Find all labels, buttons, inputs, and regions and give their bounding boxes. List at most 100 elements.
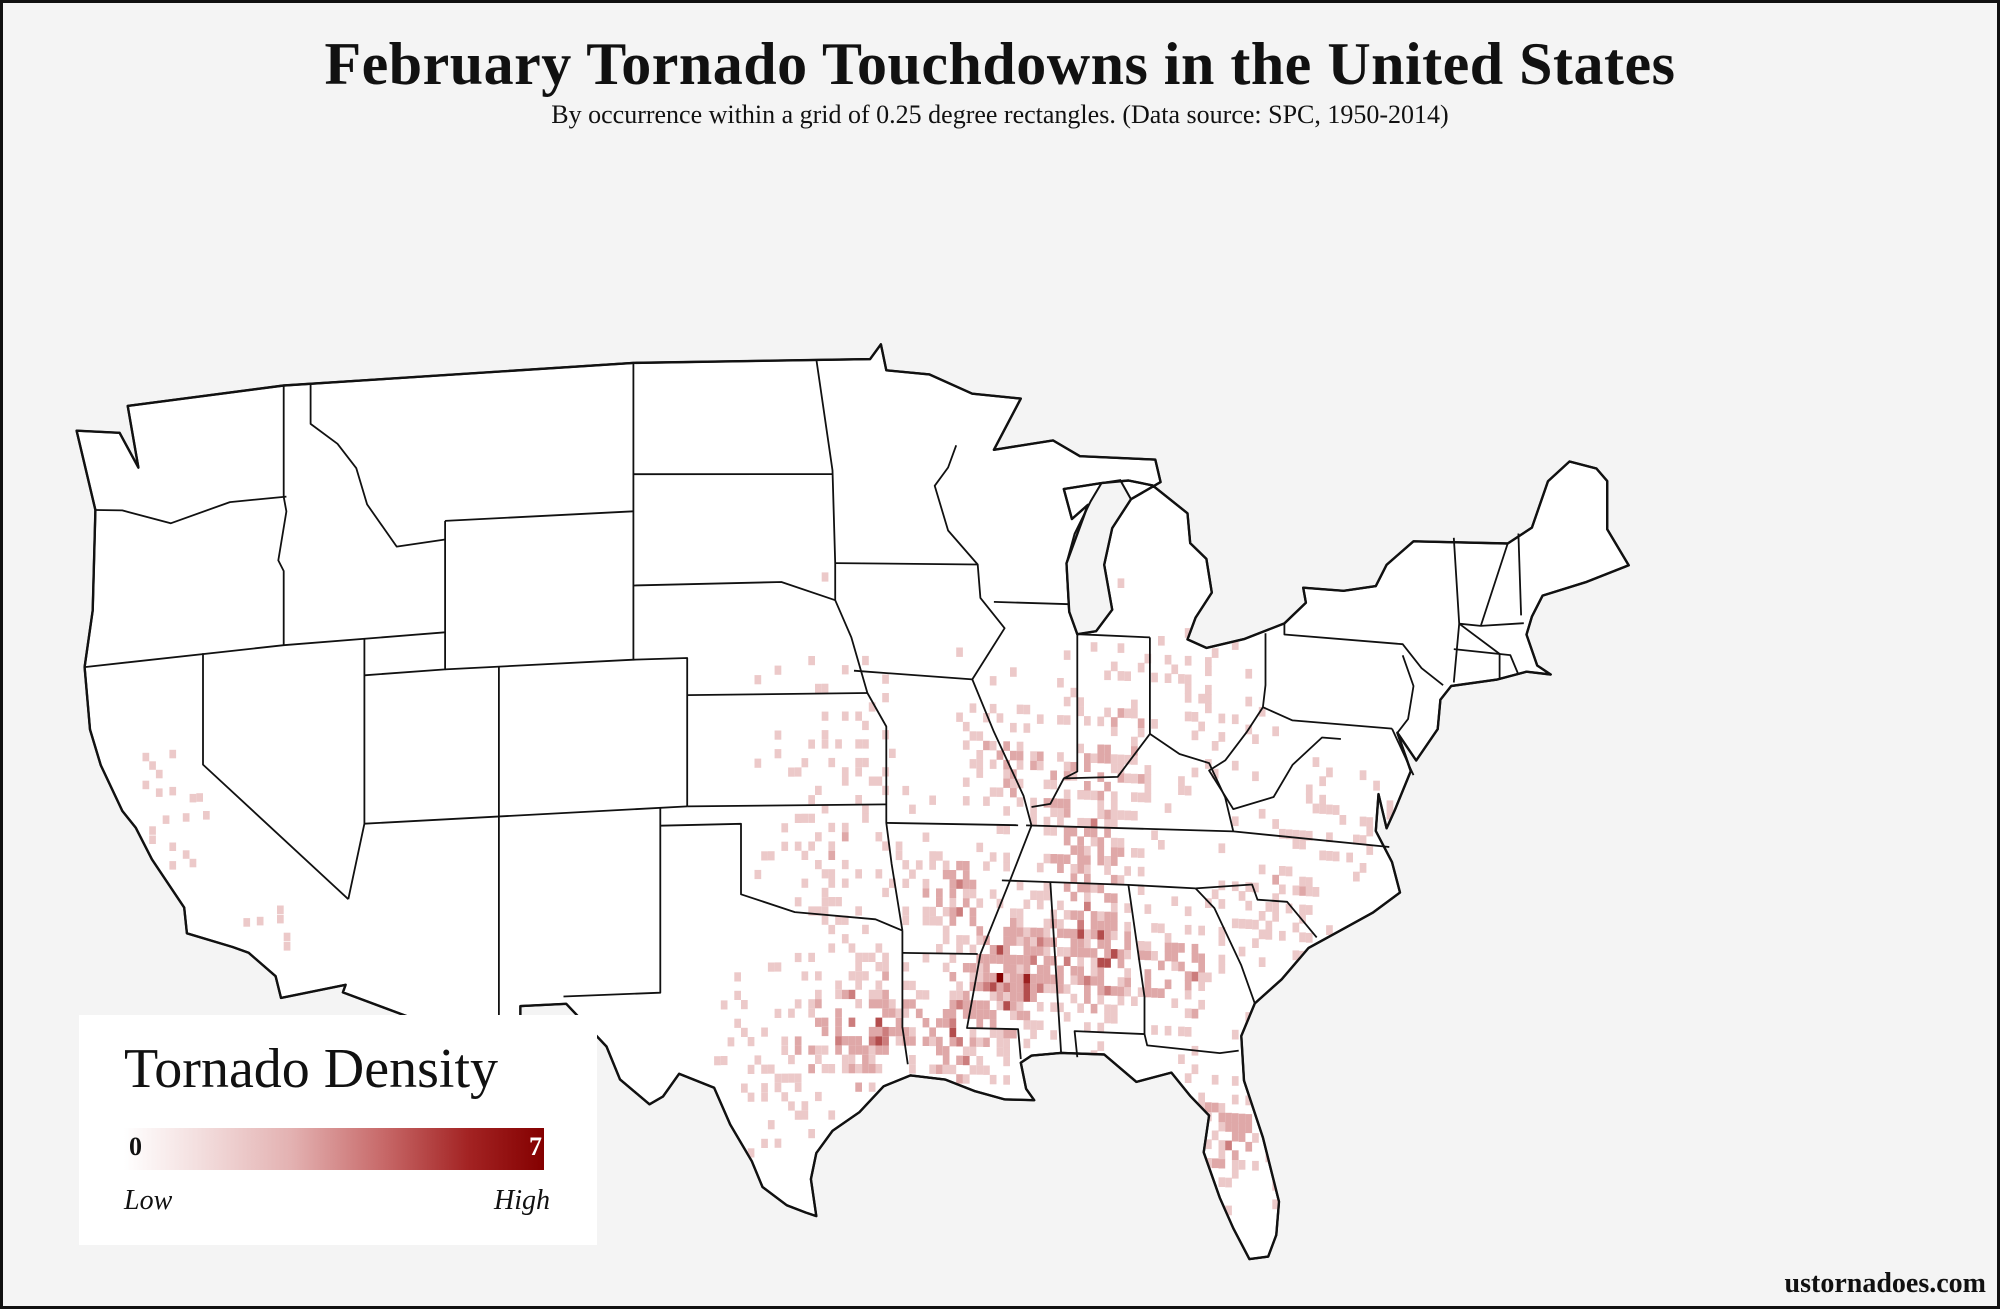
density-cell [1016, 955, 1024, 965]
density-cell [1245, 1123, 1253, 1134]
density-cell [1178, 1054, 1185, 1064]
density-cell [962, 1074, 970, 1084]
density-cell [1010, 908, 1017, 918]
density-cell [983, 713, 990, 723]
density-cell [1245, 1095, 1253, 1106]
density-cell [855, 906, 862, 916]
density-cell [835, 1026, 842, 1037]
density-cell [902, 962, 910, 972]
density-cell [1305, 793, 1313, 804]
density-cell [969, 1009, 977, 1019]
density-cell [1252, 882, 1259, 893]
density-cell [1124, 968, 1131, 978]
density-cell [162, 815, 170, 824]
density-cell [1084, 864, 1091, 874]
density-cell [1184, 674, 1192, 685]
density-cell [1198, 981, 1205, 991]
density-cell [902, 1036, 910, 1046]
density-cell [1137, 987, 1145, 997]
density-cell [1077, 919, 1084, 930]
density-cell [1084, 929, 1091, 939]
density-cell [922, 990, 930, 1000]
density-cell [1225, 1112, 1232, 1123]
density-cell [889, 878, 896, 888]
density-cell [1003, 852, 1010, 863]
density-cell [1124, 940, 1131, 950]
density-cell [1030, 973, 1037, 984]
density-cell [1245, 919, 1253, 929]
density-cell [788, 1101, 795, 1111]
state-border-line [660, 822, 903, 932]
density-cell [875, 1036, 883, 1046]
density-cell [1332, 851, 1340, 862]
density-cell [1104, 985, 1111, 996]
density-cell [1124, 773, 1131, 784]
density-cell [1104, 754, 1111, 764]
density-cell [1245, 900, 1253, 911]
density-cell [868, 702, 876, 712]
density-cell [1010, 973, 1017, 983]
density-cell [996, 991, 1004, 1001]
density-cell [862, 952, 869, 962]
density-cell [956, 1000, 963, 1010]
density-cell [862, 655, 869, 666]
density-cell [1003, 963, 1010, 974]
density-cell [1097, 976, 1105, 986]
density-cell [895, 1017, 903, 1028]
density-cell [915, 860, 923, 870]
density-cell [862, 1064, 869, 1074]
density-cell [956, 1055, 963, 1065]
density-cell [1003, 806, 1010, 816]
density-cell [1097, 883, 1105, 894]
density-cell [1023, 983, 1031, 993]
density-cell [1285, 903, 1293, 914]
density-cell [1245, 882, 1253, 892]
density-cell [1231, 1113, 1239, 1123]
density-cell [1184, 980, 1192, 991]
density-cell [848, 971, 856, 981]
density-cell [1117, 958, 1125, 969]
density-cell [841, 878, 849, 888]
density-cell [1198, 1092, 1205, 1103]
state-border-line [835, 562, 978, 566]
density-cell [1084, 901, 1091, 912]
density-cell [1003, 954, 1010, 965]
density-cell [1104, 930, 1111, 940]
density-cell [808, 1064, 815, 1074]
density-cell [848, 1045, 856, 1055]
density-cell [915, 1008, 923, 1019]
density-cell [1043, 955, 1051, 966]
density-cell [1016, 908, 1024, 919]
density-cell [1016, 927, 1024, 937]
density-cell [1063, 650, 1071, 660]
density-cell [1231, 1122, 1239, 1133]
density-cell [868, 1054, 876, 1064]
density-cell [929, 906, 936, 917]
density-cell [815, 785, 822, 795]
density-cell [801, 971, 809, 981]
density-cell [1117, 773, 1125, 783]
state-border-line [1517, 533, 1522, 616]
density-cell [1050, 798, 1057, 808]
density-cell [794, 1082, 802, 1092]
density-cell [1057, 798, 1064, 809]
density-cell [1084, 892, 1091, 902]
density-cell [1110, 1004, 1118, 1015]
density-cell [989, 1028, 997, 1038]
density-cell [1043, 853, 1051, 864]
density-cell [754, 869, 762, 880]
density-cell [1205, 666, 1212, 677]
density-cell [902, 1082, 910, 1092]
density-cell [774, 730, 782, 740]
density-cell [1231, 1159, 1239, 1170]
density-cell [1184, 924, 1192, 935]
density-cell [1043, 974, 1051, 984]
density-cell [1084, 873, 1091, 884]
density-cell [1198, 1111, 1205, 1121]
density-cell [922, 916, 930, 926]
density-cell [1117, 754, 1125, 765]
density-cell [1104, 670, 1111, 681]
density-cell [882, 887, 889, 898]
density-cell [949, 1092, 957, 1102]
density-cell [1211, 889, 1219, 900]
